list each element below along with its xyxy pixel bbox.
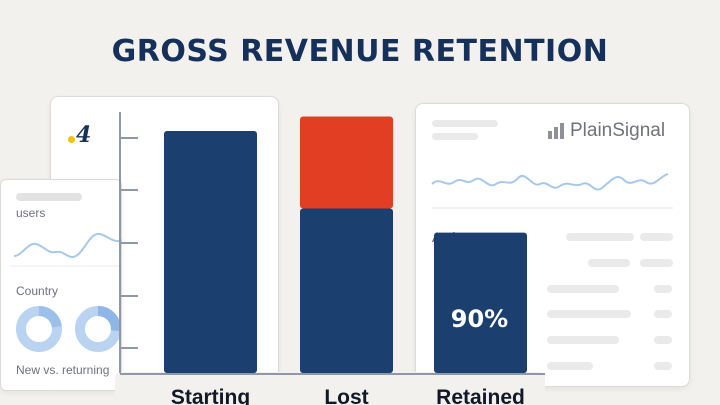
donut-chart-left	[16, 306, 62, 352]
placeholder-bar	[432, 120, 498, 127]
logo-number: 4	[76, 122, 92, 148]
placeholder-bar	[654, 336, 672, 344]
bar-starting-segment-0	[164, 131, 257, 373]
users-sparkline	[10, 232, 122, 267]
placeholder-bar	[547, 362, 593, 370]
bar-chart-icon	[548, 123, 564, 139]
logo-dot-icon	[68, 136, 75, 143]
category-label-lost: Lost	[324, 386, 369, 405]
placeholder-bar	[654, 362, 672, 370]
placeholder-bar	[640, 233, 673, 241]
placeholder-bar	[566, 233, 634, 241]
visitors-sparkline-line	[431, 173, 669, 191]
visitors-sparkline	[431, 173, 673, 209]
placeholder-bar	[654, 310, 672, 318]
category-label-retained: Retained	[436, 386, 525, 405]
bar-retained-segment-0	[434, 232, 527, 373]
users-sparkline-line	[13, 232, 122, 258]
donut-charts	[16, 306, 121, 352]
placeholder-bar	[16, 193, 82, 201]
placeholder-bar	[640, 259, 673, 267]
analytics-logo: 4	[64, 120, 104, 150]
placeholder-bar	[588, 259, 630, 267]
placeholder-bar	[547, 285, 619, 293]
placeholder-bar	[432, 133, 478, 140]
analytics-users-card	[0, 179, 122, 391]
donut-chart-right	[75, 306, 121, 352]
brand-name: PlainSignal	[570, 120, 666, 141]
category-label-starting: Starting	[170, 386, 251, 405]
placeholder-bar	[547, 310, 631, 318]
placeholder-bar	[547, 336, 619, 344]
plainsignal-brand: PlainSignal	[548, 120, 665, 142]
users-metric-label: users	[16, 206, 46, 220]
bar-lost-segment-1	[300, 116, 393, 209]
retained-percent-label: 90%	[450, 305, 509, 333]
donut-caption: New vs. returning	[16, 363, 110, 377]
country-section-label: Country	[16, 284, 59, 298]
category-label-strip	[115, 372, 545, 405]
page-title: GROSS REVENUE RETENTION	[111, 34, 609, 69]
bar-lost-segment-0	[300, 208, 393, 373]
placeholder-bar	[654, 285, 672, 293]
